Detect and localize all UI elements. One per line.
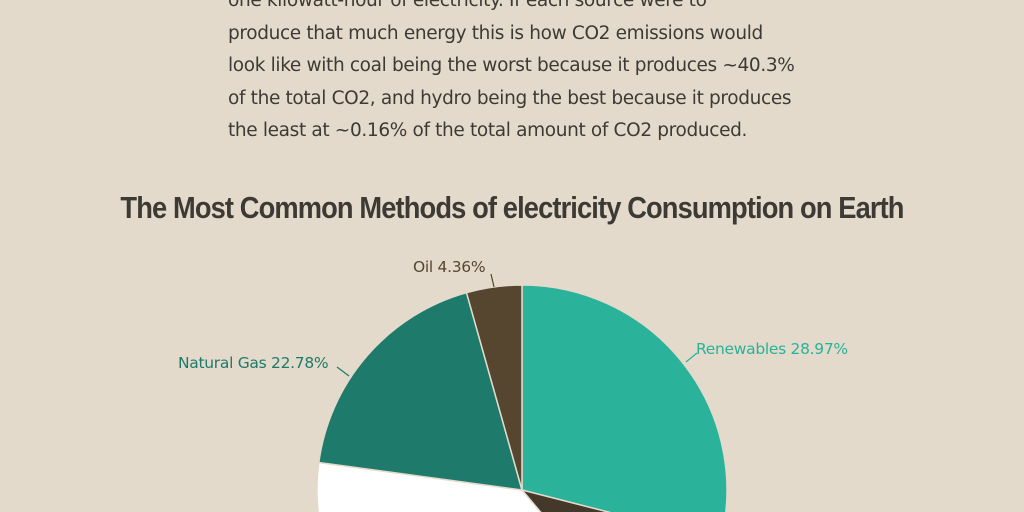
paragraph-line: look like with coal being the worst beca… — [228, 55, 795, 76]
oil-leader-line — [490, 273, 495, 288]
slice-natural-gas — [317, 291, 524, 491]
label-renewables: Renewables 28.97% — [696, 340, 848, 358]
natural-gas-leader-line — [336, 366, 350, 377]
renewables-leader-line — [685, 352, 698, 363]
description-paragraph: one kilowatt-hour of electricity. If eac… — [228, 0, 828, 148]
slice-oil — [465, 284, 523, 491]
slice-white — [316, 461, 542, 512]
paragraph-line: one kilowatt-hour of electricity. If eac… — [228, 0, 707, 11]
paragraph-line: of the total CO2, and hydro being the be… — [228, 87, 792, 109]
slice-dark — [519, 488, 612, 512]
slice-renewables — [521, 284, 728, 512]
label-natural-gas: Natural Gas 22.78% — [178, 354, 329, 372]
paragraph-line: the least at ~0.16% of the total amount … — [228, 120, 748, 141]
paragraph-line: produce that much energy this is how CO2… — [228, 22, 763, 44]
chart-title: The Most Common Methods of electricity C… — [120, 190, 904, 225]
label-oil: Oil 4.36% — [413, 258, 486, 276]
